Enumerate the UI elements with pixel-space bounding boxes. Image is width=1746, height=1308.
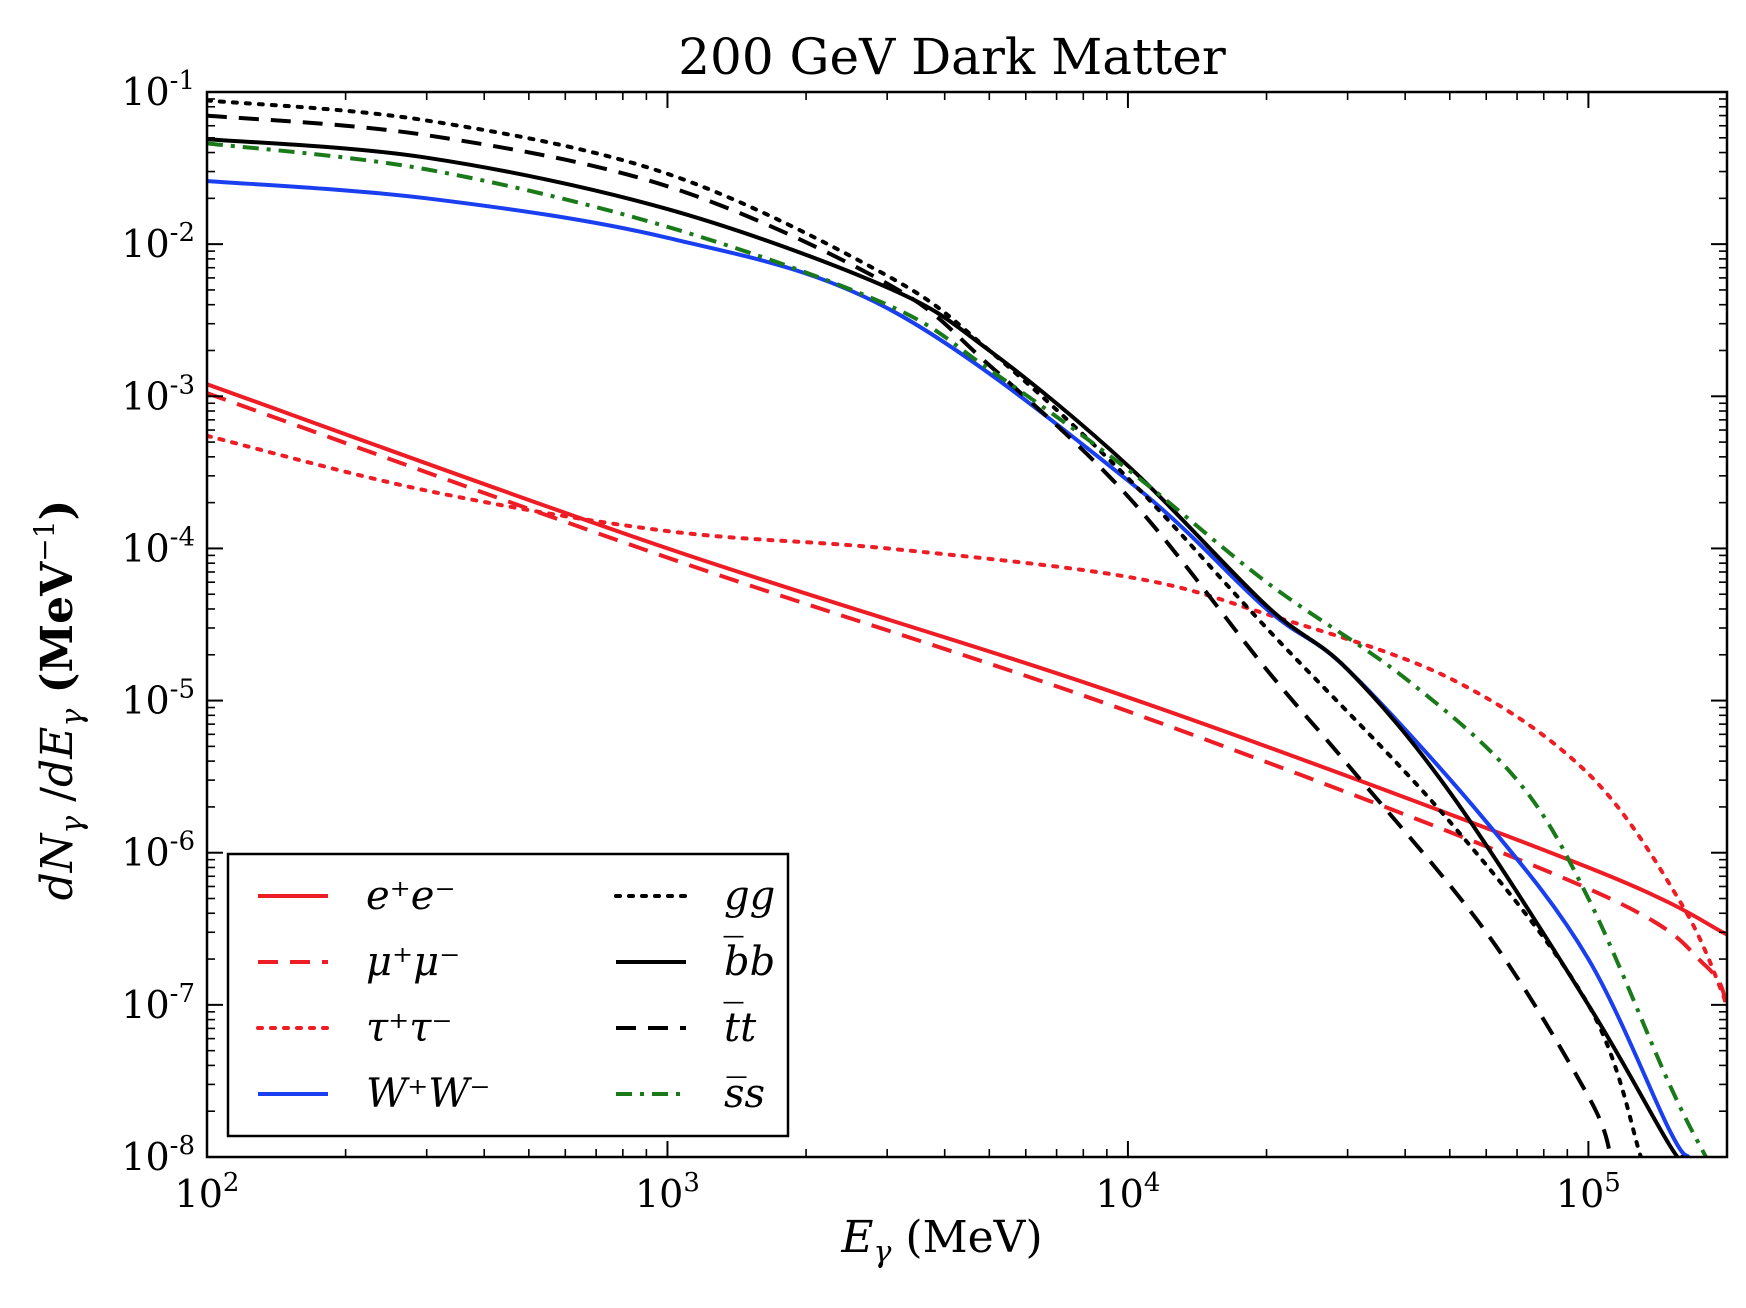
y-tick-label: 10-5 <box>121 675 195 723</box>
legend-label: gg <box>724 873 775 919</box>
x-tick-label: 102 <box>175 1168 240 1216</box>
y-tick-label: 10-2 <box>121 218 195 266</box>
series-line-4 <box>207 179 1691 1157</box>
y-tick-label: 10-4 <box>121 522 195 570</box>
y-tick-label: 10-6 <box>121 827 195 875</box>
plot-frame <box>205 90 1729 1159</box>
legend-label: e⁺e⁻ <box>366 873 456 919</box>
legend-label: b̅b <box>723 936 775 985</box>
legend-label: μ⁺μ⁻ <box>366 939 460 985</box>
series-line-8 <box>207 141 1708 1157</box>
legend-label: s̅s <box>724 1071 765 1117</box>
legend-box <box>226 852 790 1138</box>
legend-label: t̅t <box>723 1002 757 1051</box>
series-line-3 <box>207 433 1727 1007</box>
y-tick-label: 10-8 <box>121 1131 195 1179</box>
y-tick-label: 10-7 <box>121 979 195 1027</box>
series-layer <box>207 98 1727 1157</box>
x-axis-label: Eγ (MeV) <box>840 1212 1042 1270</box>
legend-label: W⁺W⁻ <box>366 1071 490 1117</box>
ticks-layer: 102 103 104 105 10-1 10-2 10-3 10-4 10-5 10-6 10-7… <box>121 66 1727 1216</box>
x-tick-label: 104 <box>1095 1168 1160 1216</box>
svg-text:dNγ /dEγ (MeV−1): dNγ /dEγ (MeV−1) <box>28 500 90 901</box>
legend: e⁺e⁻ μ⁺μ⁻ τ⁺τ⁻ W⁺W⁻ gg b̅b t̅t s̅s <box>226 852 790 1138</box>
series-line-2 <box>207 391 1727 1013</box>
svg-text:Eγ (MeV): Eγ (MeV) <box>840 1212 1042 1270</box>
chart-title: 200 GeV Dark Matter <box>678 28 1226 86</box>
x-tick-label: 105 <box>1556 1168 1621 1216</box>
series-line-5 <box>207 98 1643 1157</box>
y-tick-label: 10-1 <box>121 66 195 114</box>
y-tick-label: 10-3 <box>121 370 195 418</box>
x-tick-label: 103 <box>635 1168 700 1216</box>
series-line-1 <box>207 382 1727 937</box>
y-axis-label: dNγ /dEγ (MeV−1) <box>28 500 90 901</box>
legend-label: τ⁺τ⁻ <box>366 1005 452 1051</box>
